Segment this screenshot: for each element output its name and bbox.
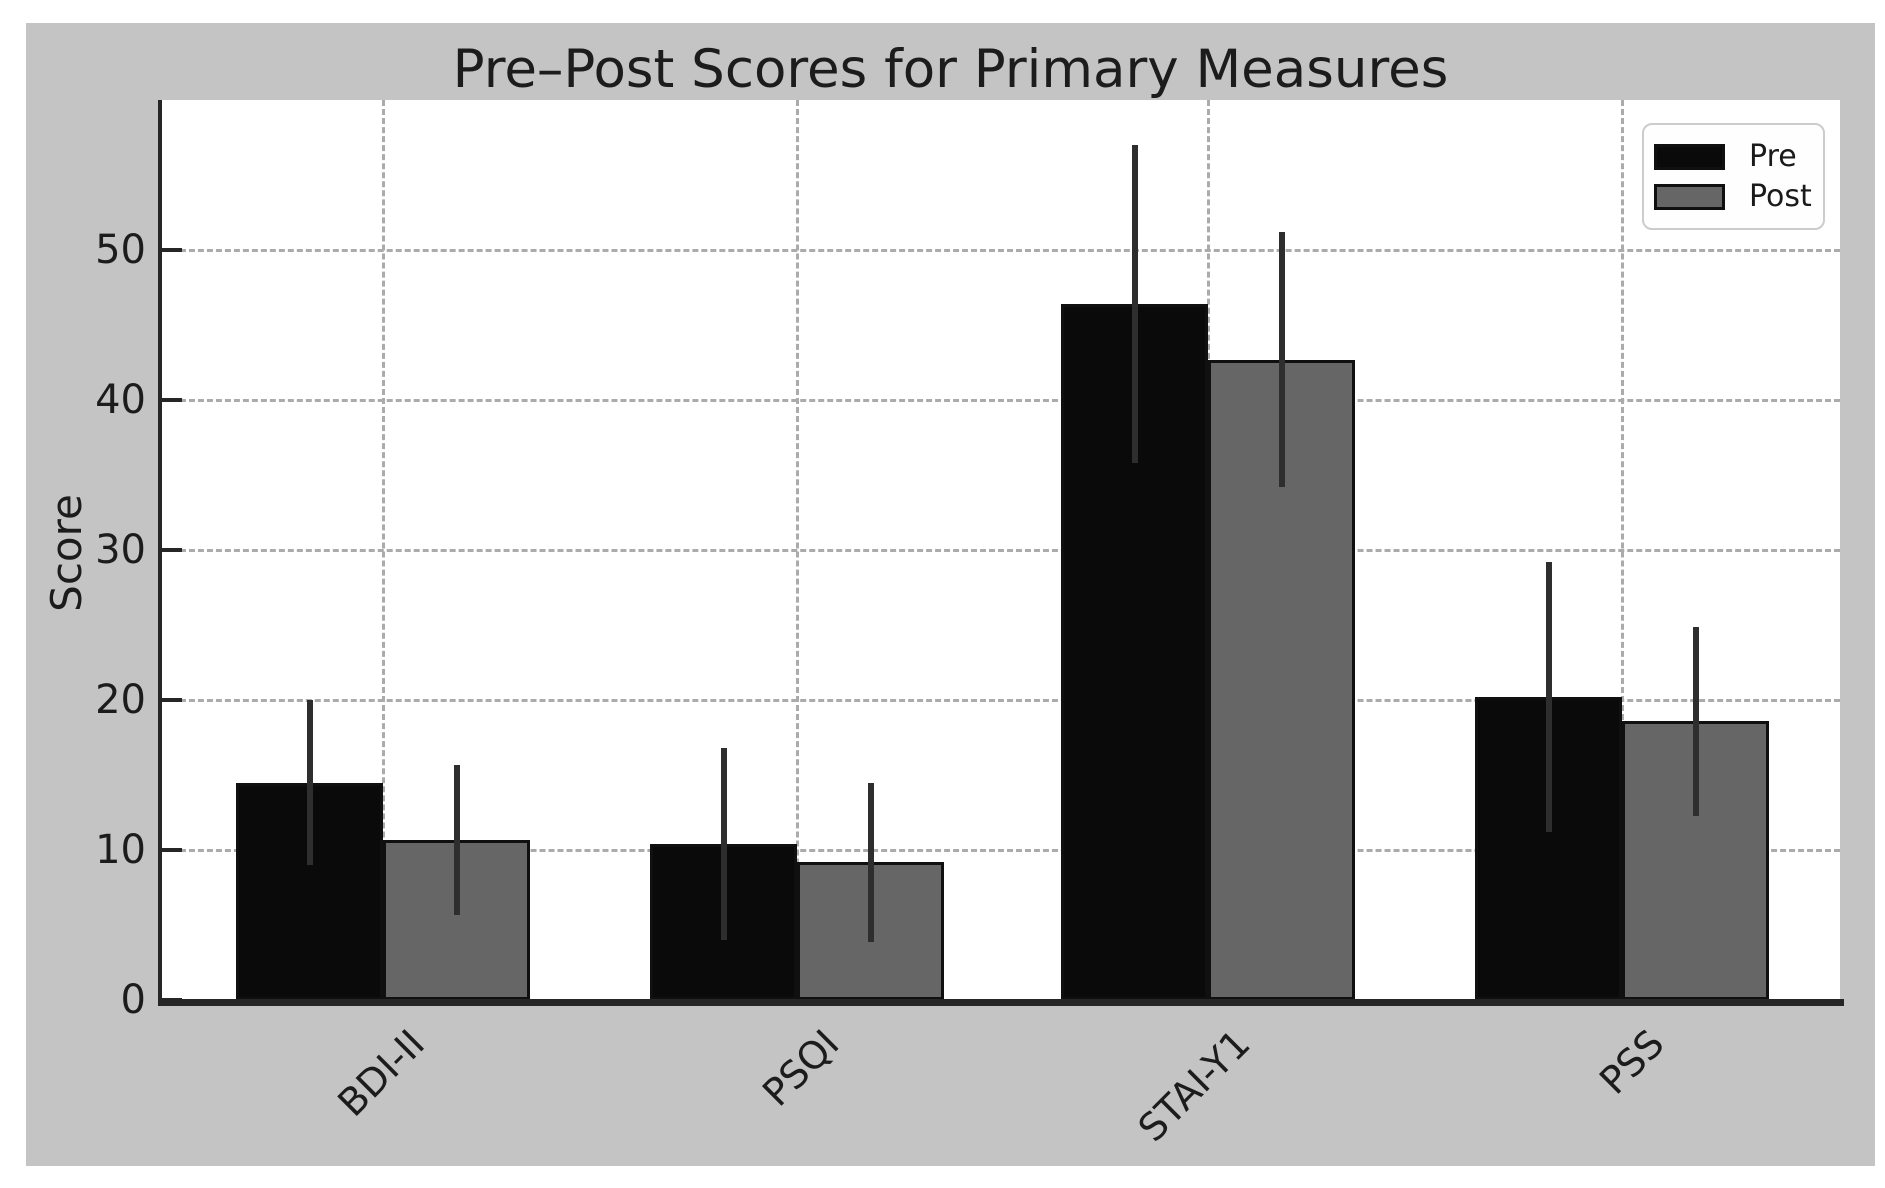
y-tick-label-50: 50	[95, 227, 146, 273]
errorbar-post-STAI-Y1	[1278, 232, 1285, 487]
plot-area	[162, 100, 1840, 1000]
gridline-x-PSQI	[796, 100, 799, 1000]
gridline-y-30	[162, 549, 1840, 552]
errorbar-pre-BDI-II	[306, 700, 313, 865]
gridline-y-20	[162, 699, 1840, 702]
legend-item-pre: Pre	[1654, 137, 1823, 177]
y-tick-mark-20	[162, 698, 182, 702]
y-tick-mark-50	[162, 248, 182, 252]
errorbar-pre-PSS	[1545, 562, 1552, 832]
errorbar-post-PSQI	[867, 782, 874, 942]
y-tick-mark-40	[162, 398, 182, 402]
legend: Pre Post	[1642, 123, 1825, 230]
bar-pre-PSS	[1475, 697, 1622, 1000]
y-axis-spine	[158, 100, 162, 1006]
errorbar-pre-PSQI	[720, 748, 727, 940]
errorbar-post-PSS	[1692, 626, 1699, 816]
y-tick-label-30: 30	[95, 527, 146, 573]
x-axis-line	[158, 999, 1844, 1006]
y-tick-mark-0	[162, 998, 182, 1002]
y-tick-mark-30	[162, 548, 182, 552]
x-tick-label-PSQI: PSQI	[753, 1021, 848, 1115]
gridline-y-40	[162, 399, 1840, 402]
gridline-y-10	[162, 849, 1840, 852]
legend-label-post: Post	[1749, 179, 1812, 214]
errorbar-post-BDI-II	[453, 764, 460, 915]
y-tick-label-0: 0	[120, 977, 146, 1023]
errorbar-pre-STAI-Y1	[1131, 145, 1138, 463]
y-tick-label-10: 10	[95, 827, 146, 873]
legend-item-post: Post	[1654, 177, 1823, 217]
gridline-y-50	[162, 249, 1840, 252]
x-tick-label-STAI-Y1: STAI-Y1	[1129, 1021, 1259, 1151]
legend-swatch-pre	[1654, 144, 1725, 170]
legend-label-pre: Pre	[1749, 139, 1797, 174]
legend-swatch-post	[1654, 184, 1725, 210]
chart-title: Pre–Post Scores for Primary Measures	[452, 39, 1449, 100]
y-tick-mark-10	[162, 848, 182, 852]
gridline-x-PSS	[1621, 100, 1624, 1000]
y-tick-label-40: 40	[95, 377, 146, 423]
y-tick-label-20: 20	[95, 677, 146, 723]
figure-background: Pre–Post Scores for Primary Measures Sco…	[26, 23, 1875, 1166]
x-tick-label-BDI-II: BDI-II	[329, 1021, 434, 1126]
x-tick-label-PSS: PSS	[1590, 1021, 1673, 1103]
gridline-x-BDI-II	[382, 100, 385, 1000]
